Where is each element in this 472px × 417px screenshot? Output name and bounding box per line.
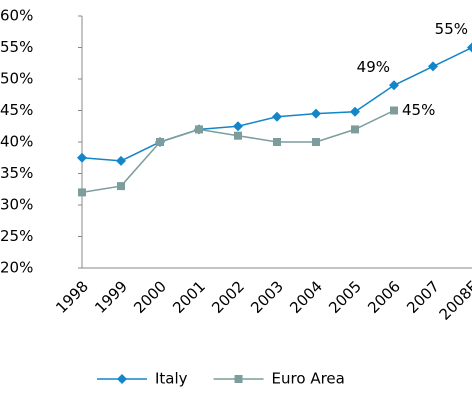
x-tick-label: 2001 — [169, 277, 209, 317]
y-tick-label: 35% — [0, 164, 33, 182]
x-tick-label: 2005 — [325, 277, 365, 317]
x-tick-label: 2000 — [130, 277, 170, 317]
y-tick-label: 20% — [0, 259, 33, 277]
point — [78, 188, 86, 197]
point — [390, 106, 398, 115]
x-tick-label: 2008E — [436, 277, 472, 323]
point — [312, 138, 320, 146]
point — [156, 138, 164, 146]
y-tick-label: 55% — [0, 38, 33, 56]
x-tick-label: 1998 — [52, 277, 92, 317]
point — [351, 125, 359, 134]
y-tick-label: 40% — [0, 133, 33, 151]
x-tick-label: 1999 — [91, 277, 131, 317]
point — [116, 155, 126, 166]
point — [234, 131, 242, 140]
point — [233, 121, 243, 132]
data-label: 55% — [435, 20, 468, 38]
y-tick-label: 25% — [0, 227, 33, 245]
legend-marker — [234, 375, 243, 383]
x-tick-label: 2003 — [247, 277, 287, 317]
x-tick-label: 2006 — [364, 277, 404, 317]
point — [273, 138, 281, 146]
point — [389, 80, 399, 91]
legend-marker — [117, 374, 127, 384]
point — [311, 108, 321, 119]
point — [350, 106, 360, 117]
y-tick-label: 60% — [0, 7, 33, 25]
legend-label: Italy — [155, 370, 188, 388]
point — [272, 111, 282, 122]
x-tick-label: 2004 — [286, 277, 326, 317]
y-tick-label: 50% — [0, 70, 33, 88]
data-label: 49% — [357, 58, 390, 76]
point — [195, 125, 203, 134]
point — [428, 61, 438, 72]
y-tick-label: 30% — [0, 196, 33, 214]
point — [467, 42, 472, 53]
legend-label: Euro Area — [272, 370, 345, 388]
x-tick-label: 2002 — [208, 277, 248, 317]
point — [117, 182, 125, 191]
y-tick-label: 45% — [0, 101, 33, 119]
data-label: 45% — [402, 101, 435, 119]
point — [77, 152, 87, 163]
